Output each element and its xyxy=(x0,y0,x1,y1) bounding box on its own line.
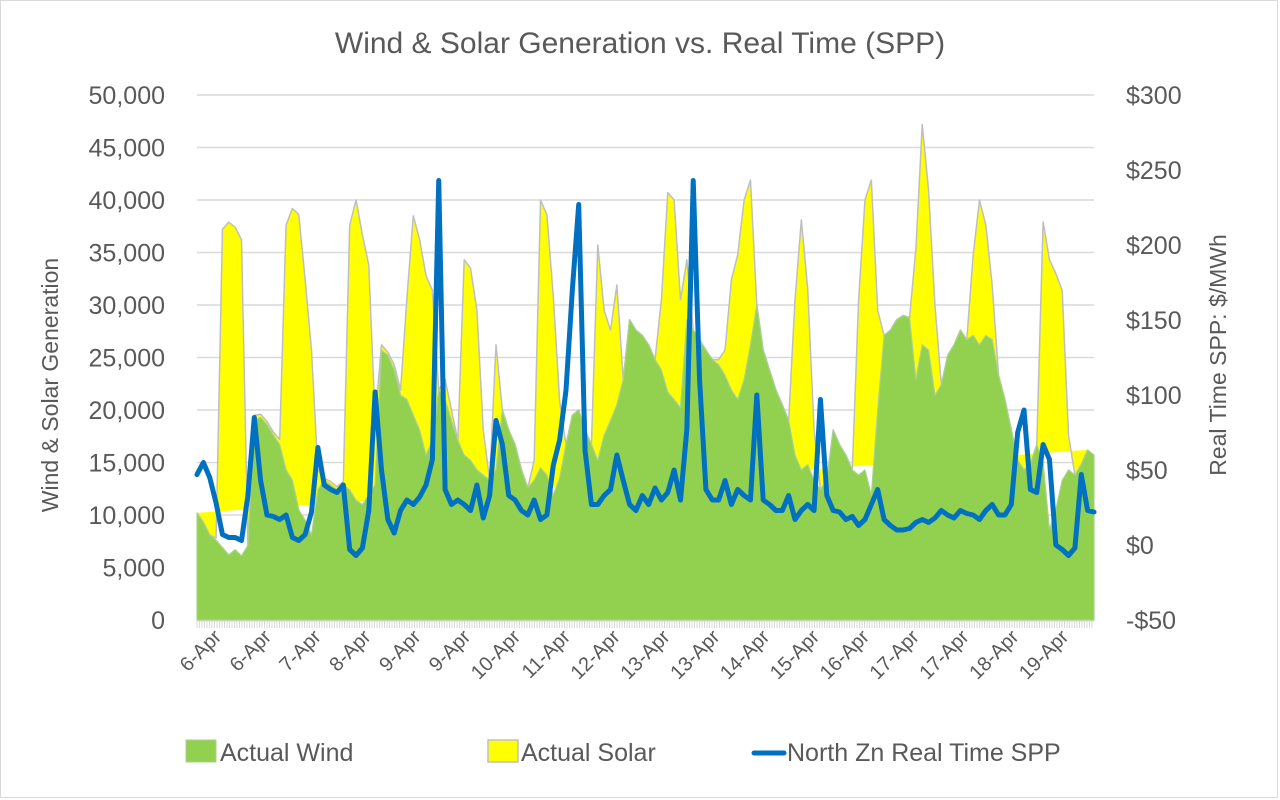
right-axis-title: Real Time SPP: $/MWh xyxy=(1205,234,1231,476)
left-tick-label: 20,000 xyxy=(89,397,165,425)
legend-label: North Zn Real Time SPP xyxy=(787,739,1061,767)
x-axis-minor-ticks xyxy=(196,620,1094,628)
x-tick-label: 7-Apr xyxy=(276,626,326,676)
x-tick-label: 18-Apr xyxy=(965,626,1023,684)
left-tick-label: 50,000 xyxy=(89,82,165,110)
legend-item-north-zn-real-time-spp[interactable]: North Zn Real Time SPP xyxy=(751,739,1061,767)
right-tick-label: $0 xyxy=(1126,532,1154,560)
x-tick-label: 6-Apr xyxy=(176,626,226,676)
left-tick-label: 40,000 xyxy=(89,187,165,215)
x-tick-label: 9-Apr xyxy=(375,626,425,676)
legend-label: Actual Solar xyxy=(521,739,656,767)
right-tick-label: $150 xyxy=(1126,307,1182,335)
x-tick-label: 17-Apr xyxy=(866,626,924,684)
line-series xyxy=(194,178,1097,558)
left-axis-title: Wind & Solar Generation xyxy=(37,258,63,512)
green-area-swatch-icon xyxy=(185,739,217,763)
x-tick-label: 11-Apr xyxy=(518,626,575,683)
left-tick-label: 30,000 xyxy=(89,292,165,320)
x-tick-label: 8-Apr xyxy=(325,626,375,676)
right-tick-label: $50 xyxy=(1126,457,1168,485)
x-axis-tick-labels: 6-Apr 6-Apr 7-Apr 8-Apr 9-Apr 9-Apr10-Apr11-A… xyxy=(176,626,1074,684)
left-axis-ticks: 0 5,000 10,000 15,000 20,000 25,000 30,000 35,0… xyxy=(89,82,165,635)
legend-item-actual-wind[interactable]: Actual Wind xyxy=(185,739,353,767)
left-tick-label: 0 xyxy=(151,607,165,635)
legend: Actual Wind Actual Solar North Zn Real T… xyxy=(185,739,1061,767)
price-line xyxy=(194,178,1097,558)
legend-label: Actual Wind xyxy=(220,739,353,767)
x-tick-label: 17-Apr xyxy=(915,626,973,684)
right-tick-label: $300 xyxy=(1126,82,1182,110)
legend-item-actual-solar[interactable]: Actual Solar xyxy=(487,739,656,767)
left-tick-label: 10,000 xyxy=(89,502,165,530)
x-tick-label: 15-Apr xyxy=(766,626,824,684)
x-tick-label: 12-Apr xyxy=(567,626,625,684)
x-tick-label: 13-Apr xyxy=(616,626,674,684)
yellow-area-swatch-icon xyxy=(487,739,519,763)
area-series xyxy=(196,123,1095,621)
left-tick-label: 5,000 xyxy=(102,555,165,583)
left-tick-label: 25,000 xyxy=(89,345,165,373)
x-tick-label: 13-Apr xyxy=(666,626,724,684)
left-tick-label: 45,000 xyxy=(89,135,165,163)
right-tick-label: $200 xyxy=(1126,232,1182,260)
x-tick-label: 19-Apr xyxy=(1015,626,1073,684)
chart-title: Wind & Solar Generation vs. Real Time (S… xyxy=(335,27,945,60)
right-tick-label: $250 xyxy=(1126,157,1182,185)
x-tick-label: 6-Apr xyxy=(226,626,276,676)
x-tick-label: 10-Apr xyxy=(467,626,525,684)
left-tick-label: 15,000 xyxy=(89,450,165,478)
right-tick-label: $100 xyxy=(1126,382,1182,410)
x-tick-label: 16-Apr xyxy=(816,626,874,684)
right-tick-label: -$50 xyxy=(1126,607,1176,635)
x-tick-label: 14-Apr xyxy=(716,626,774,684)
right-axis-ticks: -$50 $0 $50 $100 $150 $200 $250 $300 xyxy=(1126,82,1182,635)
left-tick-label: 35,000 xyxy=(89,240,165,268)
